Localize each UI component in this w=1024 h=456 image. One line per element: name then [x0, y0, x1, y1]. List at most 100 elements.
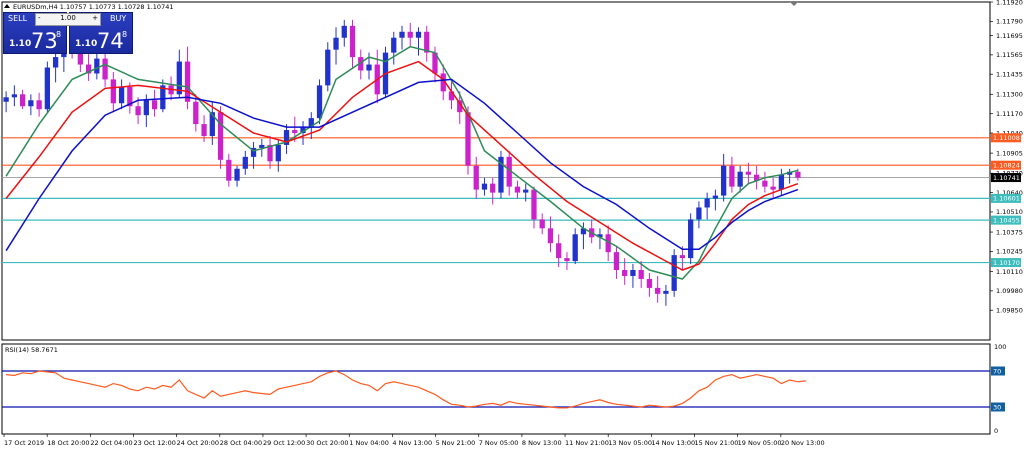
candle-body — [300, 127, 306, 134]
lot-increase-button[interactable]: + — [92, 14, 98, 22]
candle-body — [102, 58, 108, 80]
price-axis-label: 1.10245 — [996, 248, 1023, 256]
price-axis-label: 1.09850 — [996, 307, 1023, 315]
price-axis-label: 1.11790 — [996, 18, 1023, 26]
candle-body — [523, 189, 529, 193]
price-axis-label: 1.10640 — [996, 189, 1023, 197]
time-axis-label: 15 Nov 21:00 — [695, 439, 739, 447]
candle-body — [193, 101, 199, 125]
candle-body — [308, 118, 314, 128]
lot-decrease-button[interactable]: - — [38, 14, 41, 22]
rsi-level-30-tag — [991, 402, 1005, 412]
candle-body — [795, 171, 801, 178]
candle-body — [638, 270, 644, 279]
candle-body — [184, 61, 191, 102]
price-axis-label: 1.09980 — [996, 287, 1023, 295]
lot-size-field[interactable]: - 1.00 + — [35, 13, 101, 26]
candle-body — [622, 270, 628, 276]
resistance-1-price-tag — [991, 133, 1021, 143]
candle-body — [283, 130, 290, 145]
candle-body — [432, 52, 438, 74]
candle-body — [440, 73, 446, 92]
candle-body — [94, 58, 100, 74]
rsi-level-70-label: 70 — [993, 367, 1001, 375]
candle-body — [209, 112, 215, 137]
candle-body — [547, 228, 554, 244]
price-axis-label: 1.10110 — [996, 268, 1023, 276]
candle-body — [135, 106, 141, 116]
time-axis-label: 8 Nov 13:00 — [522, 439, 562, 447]
candle-body — [250, 147, 257, 157]
time-axis-label: 20 Nov 13:00 — [781, 439, 825, 447]
candle-body — [655, 287, 661, 294]
support-2-price-label: 1.10455 — [993, 216, 1020, 224]
candle-body — [333, 37, 339, 50]
candle-body — [671, 255, 677, 291]
ma-mid-line — [5, 60, 799, 271]
candle-body — [366, 64, 372, 71]
candle-body — [473, 165, 479, 190]
candle-body — [11, 94, 18, 98]
time-axis-label: 17 Oct 2019 — [4, 439, 44, 447]
symbol-triangle-icon — [4, 4, 10, 8]
candle-body — [28, 100, 34, 107]
resistance-2-price-label: 1.10824 — [993, 161, 1020, 169]
shift-marker-icon — [790, 2, 798, 6]
time-axis-label: 24 Oct 20:00 — [177, 439, 219, 447]
candle-body — [349, 25, 356, 58]
price-axis-label: 1.11920 — [996, 0, 1023, 6]
candle-body — [292, 130, 298, 134]
current-price-price-tag — [991, 173, 1021, 183]
time-axis-label: 29 Oct 12:00 — [263, 439, 305, 447]
sell-price-sup: 8 — [56, 30, 62, 39]
price-axis-label: 1.11435 — [996, 71, 1023, 79]
lot-size-value[interactable]: 1.00 — [60, 14, 76, 22]
price-axis-label: 1.10375 — [996, 228, 1023, 236]
time-axis-label: 13 Nov 05:00 — [608, 439, 652, 447]
rsi-line — [6, 370, 807, 409]
candle-body — [424, 31, 430, 53]
candle-body — [762, 180, 768, 187]
support-2-price-tag — [991, 215, 1021, 225]
buy-price-sup: 8 — [122, 30, 128, 39]
support-1-price-label: 1.10601 — [993, 195, 1020, 203]
candle-body — [506, 156, 512, 187]
buy-label: BUY — [110, 14, 127, 23]
resistance-1-price-label: 1.11008 — [993, 134, 1020, 142]
ma-slow-line — [5, 78, 799, 252]
candle-body — [36, 100, 42, 110]
candle-body — [85, 64, 92, 74]
price-axis-label: 1.10905 — [996, 149, 1023, 157]
support-3-price-label: 1.10170 — [993, 259, 1020, 267]
candle-body — [259, 144, 265, 148]
price-axis-label: 1.11695 — [996, 32, 1023, 40]
price-axis-label: 1.11170 — [996, 110, 1023, 118]
candle-body — [407, 31, 413, 38]
candle-body — [564, 258, 570, 262]
candle-body — [531, 189, 537, 220]
candle-body — [754, 174, 760, 181]
rsi-level-30-label: 30 — [993, 403, 1001, 411]
candle-body — [341, 25, 347, 38]
price-axis-label: 1.11300 — [996, 91, 1023, 99]
candle-body — [465, 112, 471, 166]
time-axis-label: 23 Oct 12:00 — [133, 439, 175, 447]
candle-body — [316, 85, 323, 119]
candle-body — [572, 234, 578, 262]
candle-body — [242, 156, 248, 169]
candle-body — [52, 57, 59, 68]
candle-body — [605, 234, 611, 253]
main-chart-frame — [1, 1, 991, 341]
candle-body — [490, 183, 496, 193]
price-axis-label: 1.11565 — [996, 51, 1023, 59]
candle-body — [399, 31, 405, 38]
price-axis-label: 1.10510 — [996, 208, 1023, 216]
candle-body — [663, 290, 669, 294]
candle-body — [267, 144, 273, 162]
candle-body — [712, 195, 719, 199]
candle-body — [44, 67, 50, 110]
resistance-2-price-tag — [991, 160, 1021, 170]
candle-body — [679, 255, 686, 259]
sell-label: SELL — [8, 14, 28, 23]
